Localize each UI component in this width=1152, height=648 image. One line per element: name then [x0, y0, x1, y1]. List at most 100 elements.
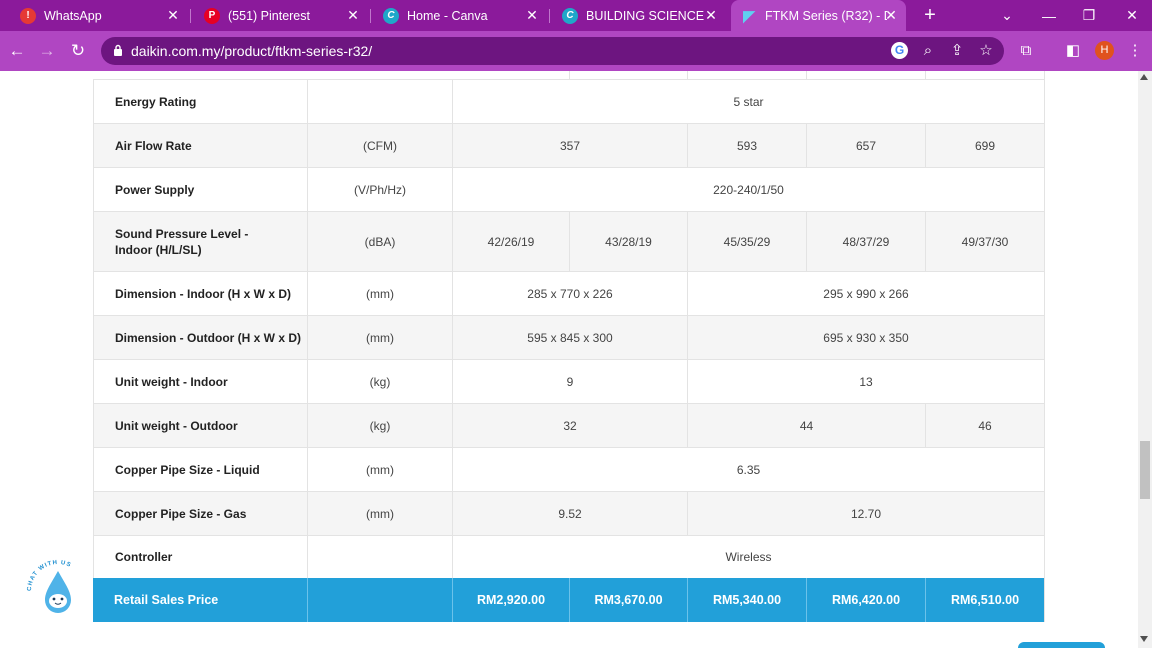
- row-unit: (mm): [307, 492, 452, 535]
- canva-icon: C: [383, 7, 399, 24]
- table-cell: 49/37/30: [925, 212, 1044, 271]
- row-label: Air Flow Rate: [93, 124, 307, 167]
- tab-title: Home - Canva: [407, 8, 488, 23]
- row-label: Dimension - Indoor (H x W x D): [93, 272, 307, 315]
- tab-title: WhatsApp: [44, 8, 102, 23]
- row-unit: (mm): [307, 448, 452, 491]
- back-icon[interactable]: ←: [8, 41, 26, 60]
- close-icon[interactable]: ✕: [526, 7, 538, 23]
- table-cell: 32: [452, 404, 687, 447]
- row-label: Unit weight - Indoor: [93, 360, 307, 403]
- scrollbar-track[interactable]: [1138, 71, 1152, 648]
- table-cell: 357: [452, 124, 687, 167]
- price-cell: RM3,670.00: [569, 578, 687, 622]
- row-unit: (CFM): [307, 124, 452, 167]
- bookmark-star-icon[interactable]: ☆: [979, 42, 993, 59]
- row-label: Controller: [93, 536, 307, 578]
- close-icon[interactable]: ✕: [347, 7, 359, 23]
- row-unit: (mm): [307, 316, 452, 359]
- row-label: Sound Pressure Level - Indoor (H/L/SL): [93, 212, 307, 271]
- chat-widget[interactable]: CHAT WITH US: [24, 557, 92, 625]
- table-cell: 5 star: [452, 80, 1044, 123]
- row-unit: (kg): [307, 404, 452, 447]
- daikin-icon: ◤: [743, 7, 755, 25]
- tab-title: (551) Pinterest: [228, 8, 310, 23]
- row-label: Dimension - Outdoor (H x W x D): [93, 316, 307, 359]
- row-label: Copper Pipe Size - Liquid: [93, 448, 307, 491]
- table-cell: 593: [687, 124, 806, 167]
- share-icon[interactable]: ⇪: [950, 42, 964, 59]
- table-row-dimension-outdoor: Dimension - Outdoor (H x W x D) (mm) 595…: [93, 315, 1044, 359]
- close-icon[interactable]: ✕: [885, 7, 897, 23]
- zoom-icon[interactable]: ⌕: [923, 42, 933, 59]
- close-icon[interactable]: ✕: [705, 7, 717, 23]
- table-row-pipe-gas: Copper Pipe Size - Gas (mm) 9.52 12.70: [93, 491, 1044, 535]
- table-cell: 595 x 845 x 300: [452, 316, 687, 359]
- table-cell: 699: [925, 124, 1044, 167]
- tab-title: BUILDING SCIENCE & S: [586, 8, 708, 23]
- table-cell: 9: [452, 360, 687, 403]
- table-row-energy-rating: Energy Rating 5 star: [93, 79, 1044, 123]
- minimize-icon[interactable]: —: [1042, 7, 1056, 24]
- row-label: Copper Pipe Size - Gas: [93, 492, 307, 535]
- table-cell: 695 x 930 x 350: [687, 316, 1044, 359]
- row-unit: (kg): [307, 360, 452, 403]
- table-cell: 44: [687, 404, 925, 447]
- forward-icon[interactable]: →: [38, 41, 56, 60]
- table-cell: Wireless: [452, 536, 1044, 578]
- row-label: Power Supply: [93, 168, 307, 211]
- tab-whatsapp[interactable]: ! WhatsApp ✕: [20, 0, 188, 31]
- table-row-weight-outdoor: Unit weight - Outdoor (kg) 32 44 46: [93, 403, 1044, 447]
- table-cell: 220-240/1/50: [452, 168, 1044, 211]
- price-cell: RM5,340.00: [687, 578, 806, 622]
- table-cell: 45/35/29: [687, 212, 806, 271]
- new-tab-button[interactable]: +: [924, 4, 936, 26]
- reload-icon[interactable]: ↻: [70, 41, 86, 60]
- tab-strip: ! WhatsApp ✕ P (551) Pinterest ✕ C Home …: [0, 0, 1152, 31]
- lock-icon[interactable]: [113, 44, 123, 56]
- floating-button[interactable]: [1018, 642, 1105, 648]
- url-text[interactable]: daikin.com.my/product/ftkm-series-r32/: [131, 43, 373, 59]
- table-cell: 42/26/19: [452, 212, 569, 271]
- close-icon[interactable]: ✕: [167, 7, 179, 23]
- price-cell: RM2,920.00: [452, 578, 569, 622]
- tab-search-icon[interactable]: ⌄: [1001, 7, 1013, 23]
- profile-avatar[interactable]: H: [1095, 41, 1114, 60]
- tab-pinterest[interactable]: P (551) Pinterest ✕: [204, 0, 368, 31]
- scroll-up-icon[interactable]: [1140, 74, 1148, 80]
- tab-title: FTKM Series (R32) - Dai: [765, 8, 887, 23]
- scrollbar-thumb[interactable]: [1140, 441, 1150, 499]
- tab-ftkm-series[interactable]: ◤ FTKM Series (R32) - Dai ✕: [731, 0, 906, 31]
- tab-canva-home[interactable]: C Home - Canva ✕: [383, 0, 547, 31]
- table-cell: 43/28/19: [569, 212, 687, 271]
- restore-icon[interactable]: ❐: [1082, 7, 1096, 23]
- table-cell: 6.35: [452, 448, 1044, 491]
- table-row-sound-pressure: Sound Pressure Level - Indoor (H/L/SL) (…: [93, 211, 1044, 271]
- table-cell: 295 x 990 x 266: [687, 272, 1044, 315]
- side-panel-icon[interactable]: ◧: [1065, 42, 1081, 59]
- table-row-dimension-indoor: Dimension - Indoor (H x W x D) (mm) 285 …: [93, 271, 1044, 315]
- table-cell: 46: [925, 404, 1044, 447]
- table-row-weight-indoor: Unit weight - Indoor (kg) 9 13: [93, 359, 1044, 403]
- table-cell: 48/37/29: [806, 212, 925, 271]
- row-label: Energy Rating: [93, 80, 307, 123]
- row-label: Retail Sales Price: [114, 593, 219, 607]
- window-close-icon[interactable]: ✕: [1126, 7, 1138, 23]
- pinterest-icon: P: [204, 7, 220, 24]
- table-row-controller: Controller Wireless: [93, 535, 1044, 578]
- price-cell: RM6,510.00: [925, 578, 1044, 622]
- menu-icon[interactable]: ⋮: [1127, 42, 1143, 59]
- table-cell: 285 x 770 x 226: [452, 272, 687, 315]
- google-lens-icon[interactable]: G: [891, 42, 908, 59]
- tab-building-science[interactable]: C BUILDING SCIENCE & S ✕: [562, 0, 726, 31]
- canva-icon: C: [562, 7, 578, 24]
- row-unit: (V/Ph/Hz): [307, 168, 452, 211]
- table-cell: 657: [806, 124, 925, 167]
- table-row-pipe-liquid: Copper Pipe Size - Liquid (mm) 6.35: [93, 447, 1044, 491]
- extensions-icon[interactable]: ⧉: [1020, 42, 1032, 59]
- page-content: Energy Rating 5 star Air Flow Rate (CFM)…: [0, 71, 1138, 648]
- table-row-air-flow: Air Flow Rate (CFM) 357 593 657 699: [93, 123, 1044, 167]
- scroll-down-icon[interactable]: [1140, 636, 1148, 642]
- address-bar[interactable]: [101, 37, 1004, 65]
- row-unit: [307, 578, 452, 622]
